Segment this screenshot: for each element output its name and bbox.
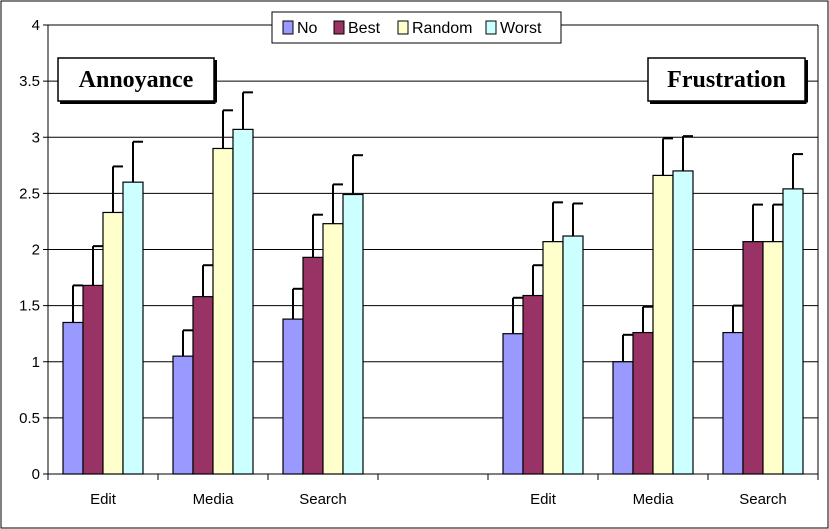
bar [192,296,214,475]
axes [43,24,819,480]
x-category-label: Edit [90,491,117,508]
panel-title: Annoyance [79,67,194,93]
panel-titles: Annoyance Frustration [57,57,808,104]
bar [632,331,654,475]
bar [122,181,144,475]
bar [322,223,344,475]
x-category-label: Media [193,491,235,508]
legend-box [271,11,562,44]
bar [542,241,564,475]
y-tick-label: 1.5 [19,298,40,315]
bar [342,193,364,475]
bar [302,256,324,475]
bar [652,174,674,475]
bar [722,331,744,475]
bar [782,188,804,475]
legend: No Best Random Worst [271,11,562,44]
y-tick-label: 0.5 [19,410,40,427]
legend-swatch [282,20,294,35]
x-category-label: Edit [530,491,557,508]
bar [232,128,254,475]
bar [612,361,634,475]
bar [172,355,194,475]
legend-label: No [297,20,318,37]
bar [672,170,694,475]
bar [762,241,784,475]
y-tick-label: 4 [32,17,40,34]
bar [562,235,584,475]
bar [522,294,544,475]
panel-title: Frustration [667,67,786,93]
bar [502,333,524,475]
bar [742,241,764,475]
labels-layer: 0 0.5 1 1.5 2 2.5 3 3.5 4 Edit Media Search Edit Medi… [19,17,787,508]
x-category-label: Search [739,491,787,508]
x-category-label: Media [633,491,675,508]
legend-label: Best [348,20,381,37]
y-tick-label: 1 [32,354,40,371]
y-tick-label: 2 [32,242,40,259]
x-category-label: Search [299,491,347,508]
legend-swatch [333,20,345,35]
legend-swatch [397,20,409,35]
bar [62,321,84,475]
y-tick-label: 3 [32,129,40,146]
bar [82,284,104,475]
bar [102,211,124,475]
bars-layer [62,91,804,475]
legend-label: Random [412,20,472,37]
bar [282,318,304,475]
bar [212,147,234,475]
legend-label: Worst [500,20,542,37]
y-tick-label: 2.5 [19,185,40,202]
legend-swatch [485,20,497,35]
y-tick-label: 0 [32,466,40,483]
y-tick-label: 3.5 [19,73,40,90]
